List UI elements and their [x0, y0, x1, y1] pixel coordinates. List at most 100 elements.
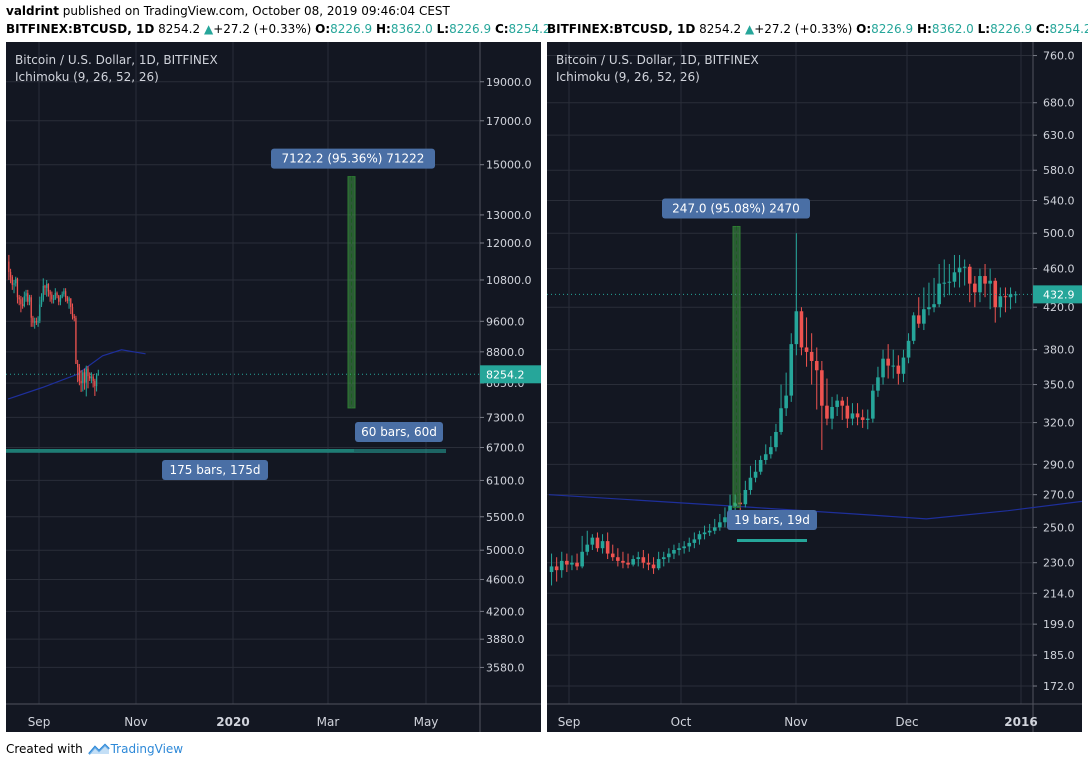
- candle-body: [1003, 296, 1008, 298]
- candle-body: [794, 311, 799, 345]
- candle-body: [83, 372, 86, 383]
- candle-body: [855, 413, 860, 418]
- x-tick-label: Sep: [558, 715, 581, 729]
- tradingview-link[interactable]: TradingView: [110, 742, 184, 756]
- candle-body: [1008, 294, 1013, 298]
- chart-canvas-left[interactable]: 19000.0 17000.0 15000.0 13000.0 12000.0 10800…: [6, 42, 541, 732]
- y-tick-label: 3880.0: [486, 633, 525, 646]
- bars-label-1: 60 bars, 60d: [361, 425, 437, 439]
- candle-body: [718, 522, 722, 528]
- h-value: 8362.0: [390, 22, 433, 36]
- y-tick-label: 15000.0: [486, 159, 532, 172]
- candle-body: [978, 276, 982, 293]
- candle-body: [743, 489, 748, 505]
- price-range-label: 247.0 (95.08%) 2470: [672, 201, 800, 215]
- change: +27.2 (+0.33%): [213, 22, 312, 36]
- candle-body: [661, 557, 666, 560]
- candle-body: [901, 357, 906, 374]
- indicator-label[interactable]: Ichimoku (9, 26, 52, 26): [556, 70, 700, 84]
- bars-label-box-1: [355, 422, 443, 442]
- author-name[interactable]: valdrint: [6, 4, 59, 18]
- candle-body: [820, 370, 824, 406]
- candle-body: [68, 298, 70, 302]
- candle-body: [13, 283, 15, 285]
- candle-body: [590, 537, 595, 545]
- candle-body: [34, 321, 36, 323]
- c-label: C:: [494, 22, 509, 36]
- candle-body: [830, 406, 834, 419]
- indicator-label[interactable]: Ichimoku (9, 26, 52, 26): [15, 70, 159, 84]
- candle-body: [61, 294, 63, 298]
- candle-body: [881, 358, 885, 378]
- ichimoku-line: [548, 494, 1082, 520]
- y-tick-label: 540.0: [1043, 195, 1075, 208]
- y-tick-label: 270.0: [1043, 489, 1075, 502]
- candle-body: [64, 291, 67, 298]
- candle-body: [692, 539, 697, 543]
- y-tick-label: 350.0: [1043, 379, 1075, 392]
- candle-body: [23, 296, 25, 306]
- c-label: C:: [1035, 22, 1050, 36]
- l-label: L:: [977, 22, 991, 36]
- candle-body: [30, 297, 32, 318]
- candle-body: [952, 272, 957, 282]
- candle-body: [570, 562, 574, 565]
- candle-body: [789, 344, 794, 396]
- l-label: L:: [436, 22, 450, 36]
- candle-body: [66, 297, 68, 302]
- candle-body: [90, 376, 93, 379]
- candle-body: [73, 316, 75, 319]
- candle-body: [748, 477, 753, 490]
- y-tick-label: 580.0: [1043, 164, 1075, 177]
- candle-body: [46, 283, 48, 288]
- candle-body: [799, 311, 804, 348]
- candle-body: [40, 300, 43, 305]
- candle-body: [641, 557, 646, 563]
- candle-body: [702, 532, 707, 535]
- candle-body: [11, 277, 13, 285]
- candle-body: [35, 321, 38, 323]
- candle-body: [845, 405, 850, 419]
- footer: Created with TradingView: [6, 742, 183, 756]
- candle-body: [804, 347, 809, 352]
- candle-body: [580, 551, 584, 567]
- price-range-label-box: [271, 148, 435, 169]
- candle-body: [97, 374, 99, 376]
- candle-body: [967, 266, 972, 284]
- y-tick-label: 500.0: [1043, 227, 1075, 240]
- last-price-box: [480, 365, 541, 384]
- ichimoku-line: [7, 349, 146, 400]
- candle-body: [78, 367, 81, 381]
- candle-body: [758, 459, 763, 472]
- candle-body: [860, 417, 865, 420]
- x-tick-label: Dec: [895, 715, 918, 729]
- candle-body: [70, 298, 72, 307]
- symbol-line-right: BITFINEX:BTCUSD, 1D 8254.2 ▲+27.2 (+0.33…: [547, 22, 1088, 36]
- candle-body: [784, 395, 788, 409]
- candle-body: [876, 377, 880, 391]
- candle-body: [697, 534, 702, 540]
- y-tick-label: 172.0: [1043, 680, 1075, 693]
- y-tick-label: 420.0: [1043, 301, 1075, 314]
- y-tick-label: 19000.0: [486, 76, 532, 89]
- bars-label: 19 bars, 19d: [734, 513, 810, 527]
- candle-body: [712, 527, 717, 531]
- candle-body: [77, 364, 79, 368]
- chart-panel-left[interactable]: 19000.0 17000.0 15000.0 13000.0 12000.0 10800…: [6, 42, 541, 732]
- publish-line: valdrint published on TradingView.com, O…: [6, 4, 450, 18]
- y-tick-label: 4200.0: [486, 605, 525, 618]
- candle-body: [687, 542, 692, 547]
- chart-canvas-right[interactable]: 760.0 680.0 630.0 580.0 540.0 500.0 460.0 420.0…: [547, 42, 1082, 732]
- symbol: BITFINEX:BTCUSD, 1D: [6, 22, 155, 36]
- y-tick-label: 3580.0: [486, 661, 525, 674]
- candle-body: [32, 317, 34, 323]
- candle-body: [20, 299, 22, 305]
- chart-panel-right[interactable]: 760.0 680.0 630.0 580.0 540.0 500.0 460.0 420.0…: [547, 42, 1082, 732]
- candle-body: [82, 372, 84, 384]
- candle-body: [865, 418, 870, 420]
- candle-body: [28, 297, 31, 302]
- chart-title: Bitcoin / U.S. Dollar, 1D, BITFINEX: [15, 53, 218, 67]
- x-tick-label: Mar: [317, 715, 340, 729]
- candle-body: [15, 278, 17, 284]
- symbol: BITFINEX:BTCUSD, 1D: [547, 22, 696, 36]
